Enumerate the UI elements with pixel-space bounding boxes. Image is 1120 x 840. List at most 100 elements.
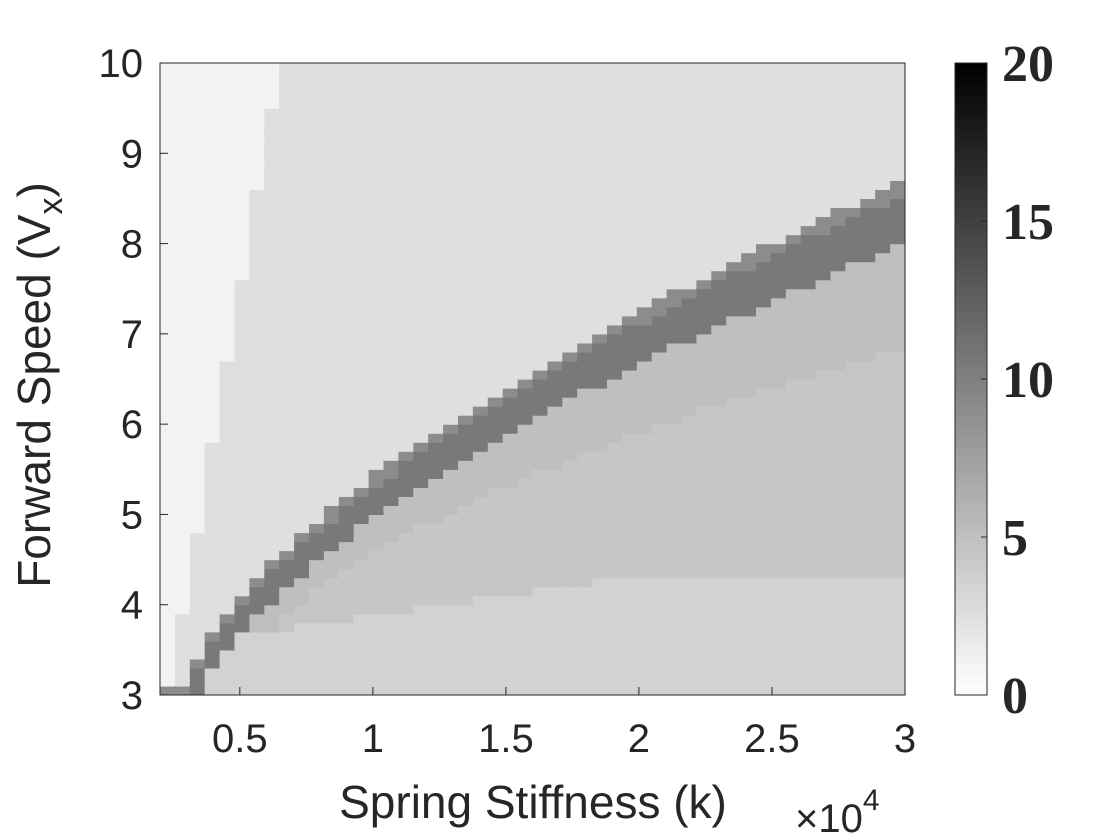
heatmap-cell [518, 569, 534, 579]
heatmap-cell [473, 99, 489, 109]
heatmap-cell [190, 280, 206, 290]
heatmap-cell [831, 343, 847, 353]
heatmap-cell [235, 379, 251, 389]
heatmap-cell [443, 487, 459, 497]
heatmap-cell [235, 99, 251, 109]
heatmap-cell [771, 126, 787, 136]
heatmap-cell [220, 614, 236, 624]
heatmap-cell [413, 334, 429, 344]
heatmap-cell [458, 361, 474, 371]
heatmap-cell [607, 370, 623, 380]
heatmap-cell [339, 307, 355, 317]
heatmap-cell [324, 162, 340, 172]
heatmap-cell [741, 352, 757, 362]
heatmap-cell [384, 117, 400, 127]
heatmap-cell [711, 81, 727, 91]
heatmap-cell [249, 587, 265, 597]
heatmap-cell [592, 551, 608, 561]
heatmap-cell [547, 180, 563, 190]
heatmap-cell [339, 677, 355, 687]
heatmap-cell [220, 108, 236, 118]
heatmap-cell [503, 578, 519, 588]
heatmap-cell [279, 532, 295, 542]
heatmap-cell [294, 569, 310, 579]
heatmap-cell [726, 641, 742, 651]
heatmap-cell [786, 352, 802, 362]
heatmap-cell [711, 126, 727, 136]
heatmap-cell [890, 451, 906, 461]
heatmap-cell [324, 487, 340, 497]
heatmap-cell [816, 189, 832, 199]
heatmap-cell [205, 289, 221, 299]
heatmap-cell [428, 361, 444, 371]
heatmap-cell [324, 388, 340, 398]
heatmap-cell [235, 433, 251, 443]
heatmap-cell [741, 153, 757, 163]
heatmap-cell [652, 343, 668, 353]
heatmap-cell [607, 153, 623, 163]
heatmap-cell [726, 189, 742, 199]
heatmap-cell [547, 108, 563, 118]
heatmap-cell [726, 478, 742, 488]
heatmap-cell [264, 189, 280, 199]
heatmap-cell [264, 505, 280, 515]
heatmap-cell [160, 415, 176, 425]
heatmap-cell [860, 686, 876, 696]
heatmap-cell [369, 235, 385, 245]
heatmap-cell [398, 523, 414, 533]
heatmap-cell [503, 587, 519, 597]
heatmap-cell [205, 415, 221, 425]
heatmap-cell [533, 253, 549, 263]
heatmap-cell [160, 569, 176, 579]
heatmap-cell [622, 623, 638, 633]
heatmap-cell [384, 198, 400, 208]
heatmap-cell [860, 144, 876, 154]
heatmap-cell [577, 388, 593, 398]
heatmap-cell [279, 596, 295, 606]
heatmap-cell [294, 334, 310, 344]
heatmap-cell [726, 523, 742, 533]
heatmap-cell [235, 451, 251, 461]
heatmap-cell [205, 126, 221, 136]
heatmap-cell [845, 244, 861, 254]
heatmap-cell [831, 271, 847, 281]
heatmap-cell [667, 551, 683, 561]
heatmap-cell [518, 207, 534, 217]
heatmap-cell [264, 605, 280, 615]
heatmap-cell [384, 442, 400, 452]
heatmap-cell [324, 379, 340, 389]
heatmap-cell [249, 406, 265, 416]
heatmap-cell [384, 370, 400, 380]
heatmap-cell [294, 415, 310, 425]
heatmap-cell [831, 298, 847, 308]
heatmap-cell [324, 614, 340, 624]
heatmap-cell [652, 424, 668, 434]
heatmap-cell [473, 659, 489, 669]
heatmap-cell [756, 271, 772, 281]
heatmap-cell [816, 406, 832, 416]
heatmap-cell [249, 460, 265, 470]
heatmap-cell [518, 135, 534, 145]
heatmap-cell [160, 632, 176, 642]
heatmap-cell [279, 442, 295, 452]
heatmap-cell [264, 153, 280, 163]
heatmap-cell [547, 198, 563, 208]
heatmap-cell [726, 162, 742, 172]
heatmap-cell [562, 442, 578, 452]
heatmap-cell [175, 686, 191, 696]
heatmap-cell [860, 126, 876, 136]
heatmap-cell [249, 505, 265, 515]
heatmap-cell [756, 578, 772, 588]
heatmap-cell [622, 244, 638, 254]
heatmap-cell [845, 235, 861, 245]
heatmap-cell [592, 623, 608, 633]
heatmap-cell [562, 677, 578, 687]
heatmap-cell [398, 406, 414, 416]
heatmap-cell [652, 180, 668, 190]
heatmap-cell [860, 216, 876, 226]
heatmap-cell [786, 63, 802, 73]
heatmap-cell [533, 397, 549, 407]
heatmap-cell [801, 451, 817, 461]
heatmap-cell [607, 271, 623, 281]
heatmap-cell [398, 171, 414, 181]
